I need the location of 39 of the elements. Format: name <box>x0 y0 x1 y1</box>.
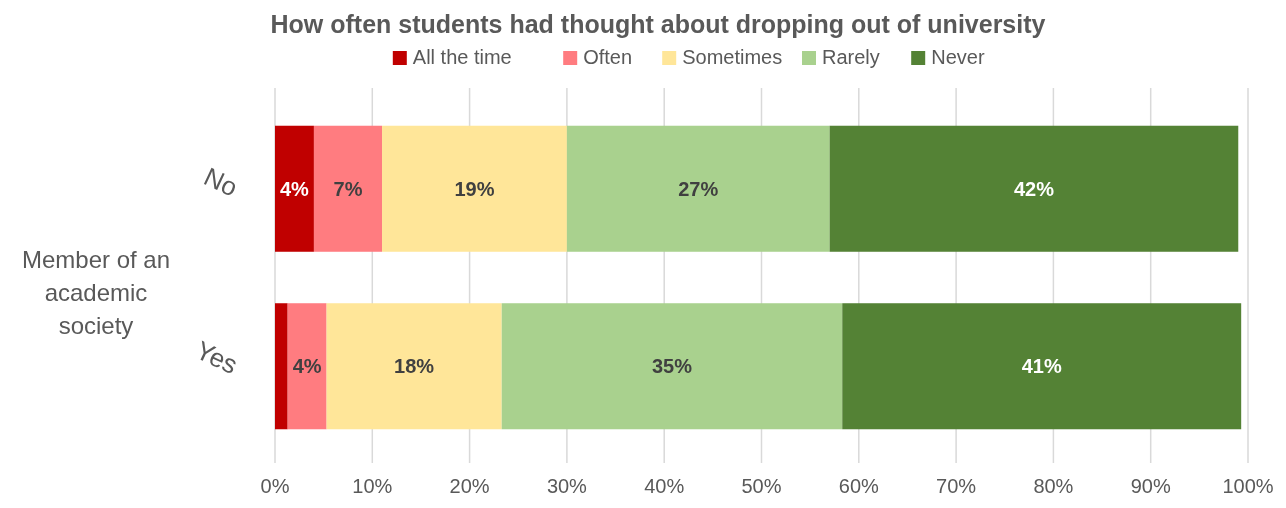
data-label: 7% <box>333 177 363 200</box>
data-label: 4% <box>292 355 322 378</box>
data-label: 41% <box>1021 355 1062 378</box>
data-label: 19% <box>454 177 495 200</box>
x-tick-label: 80% <box>1033 475 1074 497</box>
x-tick-label: 30% <box>546 475 588 497</box>
y-axis-title: Member of an academic society <box>21 246 171 339</box>
x-tick-label: 10% <box>352 475 393 497</box>
bar <box>829 125 1239 252</box>
data-label: 4% <box>280 177 310 200</box>
y-tick-label: Yes <box>191 334 243 380</box>
bar <box>382 125 567 252</box>
bar <box>501 303 843 430</box>
bar <box>275 125 314 252</box>
bar <box>287 303 327 430</box>
legend-label: Rarely <box>822 46 880 68</box>
legend-label: All the time <box>412 46 512 68</box>
x-tick-label: 40% <box>644 475 685 497</box>
legend-label: Sometimes <box>682 46 783 68</box>
legend-label: Never <box>931 46 985 68</box>
data-label: 35% <box>651 355 693 378</box>
bar <box>842 303 1242 430</box>
x-tick-label: 70% <box>936 475 977 497</box>
x-tick-label: 90% <box>1130 475 1171 497</box>
y-tick-label: No <box>199 161 243 203</box>
data-label: 42% <box>1013 177 1055 200</box>
x-tick-label: 0% <box>260 475 290 497</box>
x-tick-label: 50% <box>741 475 782 497</box>
chart-title: How often students had thought about dropping out of university <box>270 10 1046 38</box>
data-label: 18% <box>394 355 435 378</box>
bar <box>566 125 830 252</box>
x-tick-label: 100% <box>1222 475 1274 497</box>
legend-label: Often <box>583 46 633 68</box>
data-label: 27% <box>678 177 719 200</box>
bar <box>275 303 288 430</box>
x-tick-label: 60% <box>838 475 880 497</box>
bar <box>313 125 383 252</box>
x-tick-label: 20% <box>449 475 490 497</box>
bar <box>326 303 502 430</box>
